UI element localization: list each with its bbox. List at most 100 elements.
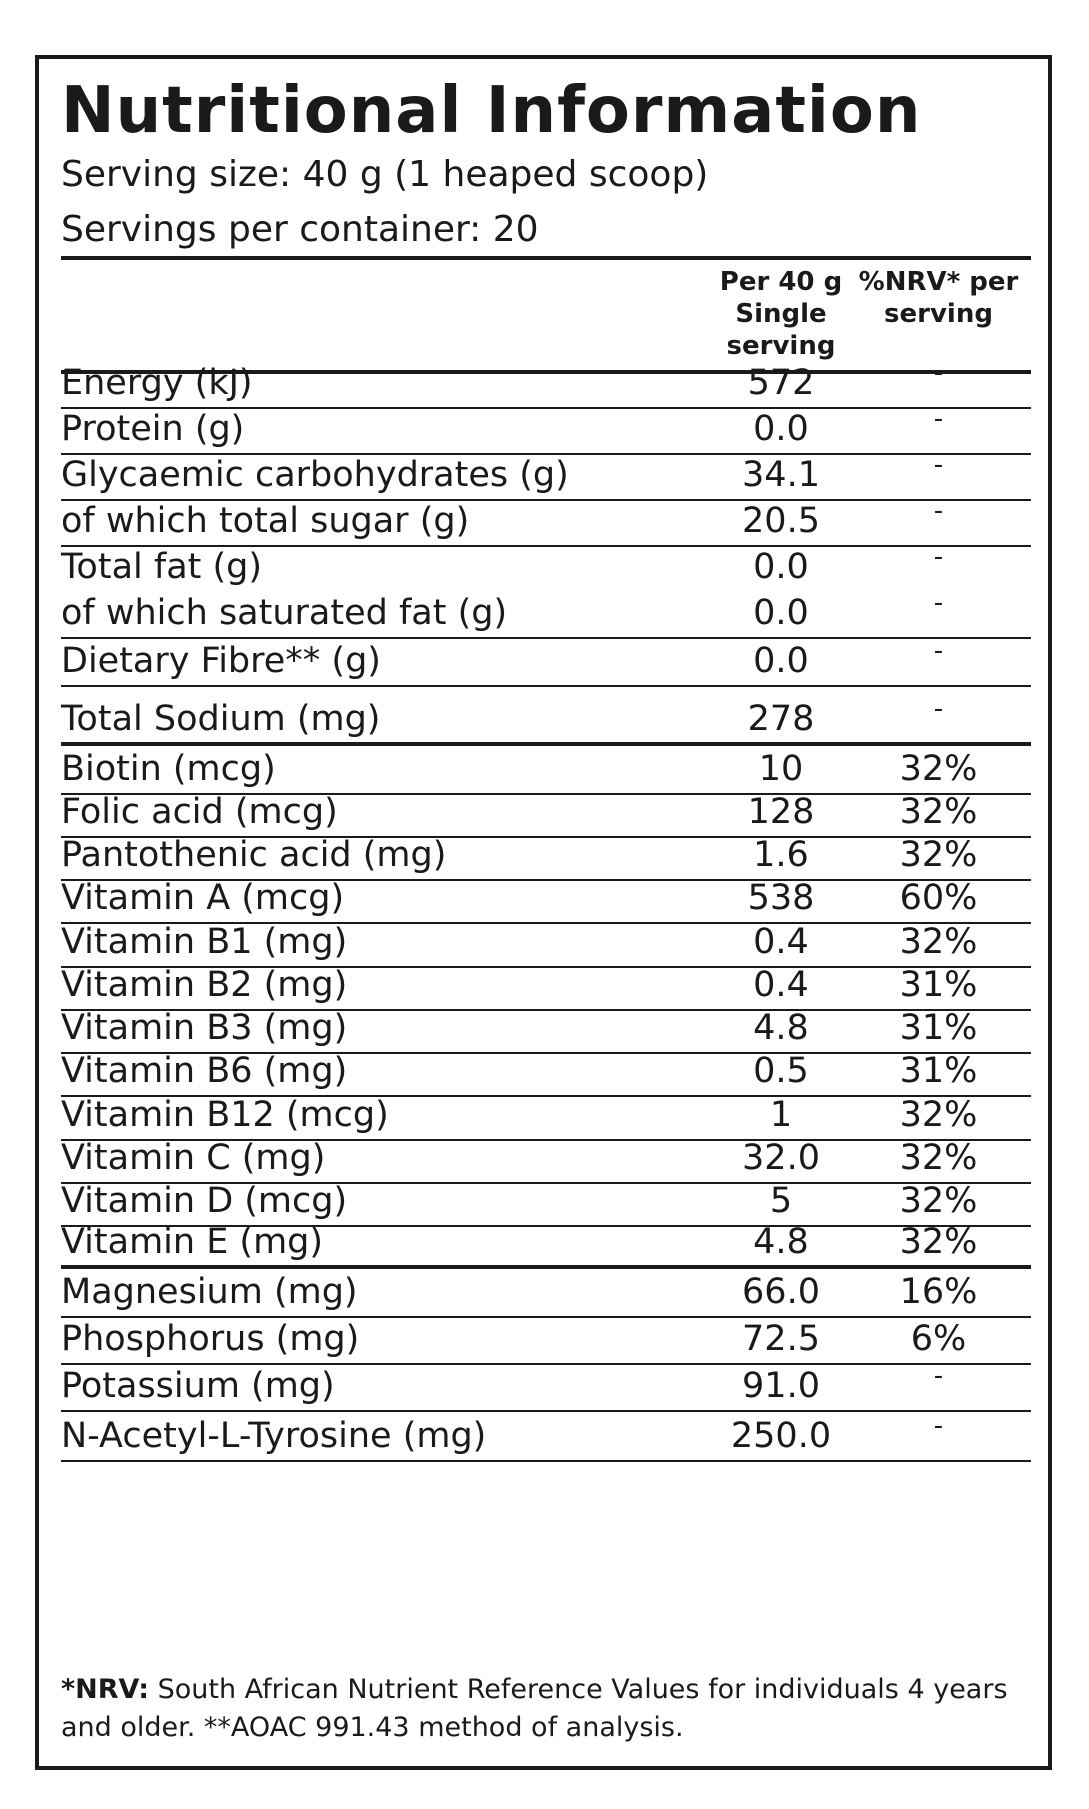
nutrient-nrv: 16% (899, 1272, 978, 1312)
nutrient-name: Phosphorus (mg) (61, 1319, 360, 1359)
nutrient-name: of which saturated fat (g) (61, 593, 508, 633)
nutrient-amount: 4.8 (753, 1008, 809, 1048)
row-divider (61, 453, 1031, 455)
row-divider (61, 922, 1031, 924)
table-row: Vitamin A (mcg) 538 60% (61, 878, 1031, 923)
table-row: Vitamin D (mcg) 5 32% (61, 1181, 1031, 1226)
row-divider (61, 499, 1031, 501)
nutrient-name: Biotin (mcg) (61, 749, 276, 789)
nutrient-name: Protein (g) (61, 409, 245, 449)
nutrient-amount: 0.0 (753, 641, 809, 681)
nutrient-amount: 0.0 (753, 593, 809, 633)
nutrient-name: Glycaemic carbohydrates (g) (61, 455, 569, 495)
row-divider (61, 966, 1031, 968)
nutrient-name: Vitamin D (mcg) (61, 1181, 348, 1221)
nutrient-amount: 0.4 (753, 965, 809, 1005)
nutrient-nrv: - (933, 588, 944, 618)
row-divider (61, 1009, 1031, 1011)
table-row: of which total sugar (g) 20.5 - (61, 496, 1031, 546)
nutrient-nrv: 32% (899, 922, 978, 962)
table-row: Dietary Fibre** (g) 0.0 - (61, 636, 1031, 686)
servings-per-container: Servings per container: 20 (61, 209, 539, 250)
nutrient-nrv: - (933, 694, 944, 724)
table-top-rule (61, 256, 1031, 260)
nutrient-amount: 0.5 (753, 1051, 809, 1091)
nutrient-nrv: 32% (899, 749, 978, 789)
nutrient-name: Vitamin B6 (mg) (61, 1051, 348, 1091)
nutrient-name: Pantothenic acid (mg) (61, 835, 447, 875)
row-divider (61, 1410, 1031, 1412)
serving-size: Serving size: 40 g (1 heaped scoop) (61, 154, 709, 195)
nutrition-panel: Nutritional Information Serving size: 40… (35, 55, 1052, 1770)
table-row: Folic acid (mcg) 128 32% (61, 792, 1031, 837)
row-divider (61, 685, 1031, 687)
table-row: Biotin (mcg) 10 32% (61, 744, 1031, 794)
nutrient-name: Vitamin B3 (mg) (61, 1008, 348, 1048)
nutrient-amount: 278 (747, 699, 815, 739)
nutrient-nrv: 31% (899, 1051, 978, 1091)
nutrient-nrv: 32% (899, 1138, 978, 1178)
nutrient-nrv: - (933, 1361, 944, 1391)
row-divider (61, 836, 1031, 838)
nutrient-amount: 5 (769, 1181, 793, 1221)
table-row: Magnesium (mg) 66.0 16% (61, 1267, 1031, 1317)
nutrient-nrv: - (933, 636, 944, 666)
table-row: Total fat (g) 0.0 - (61, 542, 1031, 592)
nutrient-amount: 1 (769, 1095, 793, 1135)
nutrient-nrv: - (933, 542, 944, 572)
table-row: N-Acetyl-L-Tyrosine (mg) 250.0 - (61, 1411, 1031, 1461)
nutrient-amount: 128 (747, 792, 815, 832)
nutrient-nrv: 31% (899, 1008, 978, 1048)
nutrient-name: N-Acetyl-L-Tyrosine (mg) (61, 1416, 487, 1456)
table-row: Protein (g) 0.0 - (61, 404, 1031, 454)
header-bottom-rule (61, 370, 1031, 374)
table-row: Vitamin C (mg) 32.0 32% (61, 1138, 1031, 1183)
row-divider (61, 407, 1031, 409)
nutrient-amount: 0.4 (753, 922, 809, 962)
nutrient-amount: 538 (747, 878, 815, 918)
row-divider (61, 742, 1031, 746)
row-divider (61, 1460, 1031, 1462)
nutrient-amount: 72.5 (742, 1319, 820, 1359)
nutrient-name: Potassium (mg) (61, 1366, 335, 1406)
nutrient-amount: 20.5 (742, 501, 820, 541)
row-divider (61, 1052, 1031, 1054)
row-divider (61, 1139, 1031, 1141)
nutrient-name: Vitamin E (mg) (61, 1222, 324, 1262)
table-row: Energy (kJ) 572 - (61, 358, 1031, 408)
nutrient-amount: 10 (758, 749, 804, 789)
row-divider (61, 879, 1031, 881)
nutrient-name: Total Sodium (mg) (61, 699, 381, 739)
nutrient-name: Energy (kJ) (61, 363, 253, 403)
table-row: Total Sodium (mg) 278 - (61, 686, 1031, 744)
row-divider (61, 1095, 1031, 1097)
nutrient-amount: 32.0 (742, 1138, 820, 1178)
row-divider (61, 1265, 1031, 1269)
nutrient-nrv: 32% (899, 1181, 978, 1221)
row-divider (61, 1316, 1031, 1318)
table-row: Glycaemic carbohydrates (g) 34.1 - (61, 450, 1031, 500)
nutrient-amount: 572 (747, 363, 815, 403)
nutrient-nrv: 60% (899, 878, 978, 918)
table-row: of which saturated fat (g) 0.0 - (61, 588, 1031, 638)
row-divider (61, 793, 1031, 795)
nutrient-amount: 0.0 (753, 547, 809, 587)
table-row: Vitamin E (mg) 4.8 32% (61, 1222, 1031, 1267)
nutrient-nrv: - (933, 496, 944, 526)
nutrient-name: Total fat (g) (61, 547, 263, 587)
nutrient-amount: 66.0 (742, 1272, 820, 1312)
table-row: Potassium (mg) 91.0 - (61, 1361, 1031, 1411)
nutrient-nrv: 32% (899, 792, 978, 832)
table-row: Vitamin B3 (mg) 4.8 31% (61, 1008, 1031, 1053)
nutrient-nrv: 32% (899, 1222, 978, 1262)
row-divider (61, 1182, 1031, 1184)
nutrient-amount: 250.0 (730, 1416, 832, 1456)
nutrient-amount: 1.6 (753, 835, 809, 875)
table-row: Vitamin B12 (mcg) 1 32% (61, 1095, 1031, 1140)
nutrient-amount: 4.8 (753, 1222, 809, 1262)
nutrient-nrv: - (933, 404, 944, 434)
nutrient-name: Vitamin B1 (mg) (61, 922, 348, 962)
nutrient-nrv: - (933, 1411, 944, 1441)
nutrient-name: Magnesium (mg) (61, 1272, 358, 1312)
row-divider (61, 1363, 1031, 1365)
